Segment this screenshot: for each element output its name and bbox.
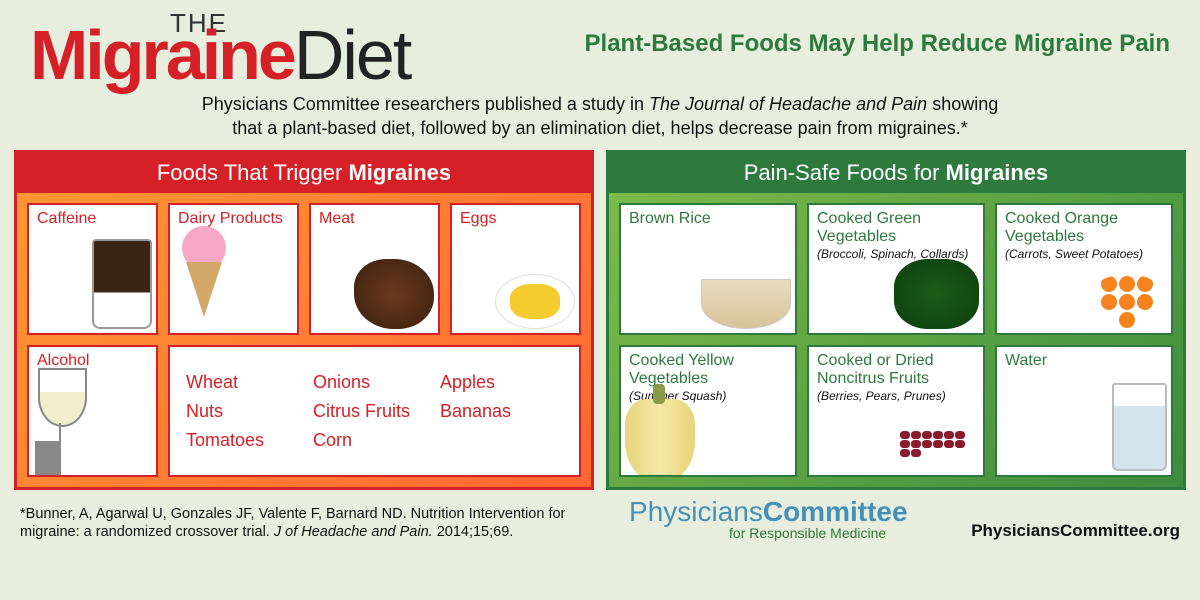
card-water: Water — [995, 345, 1173, 477]
safe-title-pre: Pain-Safe Foods for — [744, 160, 946, 185]
citation-line1: *Bunner, A, Agarwal U, Gonzales JF, Vale… — [20, 506, 565, 522]
label-water: Water — [1005, 352, 1163, 370]
logo-sub: for Responsible Medicine — [729, 525, 886, 541]
card-orange-veg: Cooked Orange Vegetables (Carrots, Sweet… — [995, 203, 1173, 335]
cola-icon — [92, 239, 152, 329]
citation-journal: J of Headache and Pain. — [274, 524, 433, 540]
meat-icon — [354, 259, 434, 329]
logo-committee: Committee — [763, 496, 908, 527]
desc-line2: that a plant-based diet, followed by an … — [232, 118, 967, 138]
url: PhysiciansCommittee.org — [971, 521, 1180, 541]
label-rice: Brown Rice — [629, 210, 787, 228]
card-alcohol: Alcohol — [27, 345, 158, 477]
label-orange-veg: Cooked Orange Vegetables — [1005, 210, 1163, 246]
label-fruits: Cooked or Dried Noncitrus Fruits — [817, 352, 975, 388]
safe-panel: Pain-Safe Foods for Migraines Brown Rice… — [606, 150, 1186, 490]
rice-icon — [701, 279, 791, 329]
water-icon — [1112, 383, 1167, 471]
safe-title-bold: Migraines — [946, 160, 1049, 185]
sub-orange-veg: (Carrots, Sweet Potatoes) — [1005, 248, 1163, 261]
safe-grid: Brown Rice Cooked Green Vegetables (Broc… — [609, 193, 1183, 487]
panels: Foods That Trigger Migraines Caffeine Da… — [0, 150, 1200, 490]
text-item: Nuts — [186, 401, 309, 422]
title-row: THE MigraineDiet Plant-Based Foods May H… — [30, 12, 1170, 86]
text-item — [440, 430, 563, 451]
title-migraine: Migraine — [30, 16, 294, 94]
text-item: Corn — [313, 430, 436, 451]
card-caffeine: Caffeine — [27, 203, 158, 335]
label-caffeine: Caffeine — [37, 210, 148, 228]
card-green-veg: Cooked Green Vegetables (Broccoli, Spina… — [807, 203, 985, 335]
trigger-grid: Caffeine Dairy Products Meat Eggs Alcoho… — [17, 193, 591, 487]
text-item: Onions — [313, 372, 436, 393]
text-item: Apples — [440, 372, 563, 393]
text-triggers-card: Wheat Onions Apples Nuts Citrus Fruits B… — [168, 345, 581, 477]
desc-line1-post: showing — [927, 94, 998, 114]
logo-physicians: Physicians — [629, 496, 763, 527]
sub-fruits: (Berries, Pears, Prunes) — [817, 390, 975, 403]
safe-panel-header: Pain-Safe Foods for Migraines — [609, 153, 1183, 193]
squash-icon — [625, 399, 695, 477]
egg-icon — [495, 274, 575, 329]
description: Physicians Committee researchers publish… — [0, 92, 1200, 151]
desc-line1-pre: Physicians Committee researchers publish… — [202, 94, 649, 114]
trigger-title-bold: Migraines — [348, 160, 451, 185]
card-yellow-veg: Cooked Yellow Vegetables (Summer Squash) — [619, 345, 797, 477]
berries-icon — [894, 416, 979, 471]
text-item: Tomatoes — [186, 430, 309, 451]
desc-journal: The Journal of Headache and Pain — [649, 94, 927, 114]
text-item: Bananas — [440, 401, 563, 422]
card-rice: Brown Rice — [619, 203, 797, 335]
greens-icon — [894, 259, 979, 329]
wine-icon — [33, 368, 88, 463]
title-block: THE MigraineDiet — [30, 12, 410, 86]
carrots-icon — [1087, 274, 1167, 329]
citation-line2-post: 2014;15;69. — [433, 524, 514, 540]
main-title: MigraineDiet — [30, 26, 410, 86]
title-diet: Diet — [294, 16, 410, 94]
header: THE MigraineDiet Plant-Based Foods May H… — [0, 0, 1200, 92]
trigger-panel-header: Foods That Trigger Migraines — [17, 153, 591, 193]
trigger-panel: Foods That Trigger Migraines Caffeine Da… — [14, 150, 594, 490]
card-fruits: Cooked or Dried Noncitrus Fruits (Berrie… — [807, 345, 985, 477]
citation-line2-pre: migraine: a randomized crossover trial. — [20, 524, 274, 540]
card-meat: Meat — [309, 203, 440, 335]
card-eggs: Eggs — [450, 203, 581, 335]
subtitle: Plant-Based Foods May Help Reduce Migrai… — [585, 30, 1170, 58]
logo-main: PhysiciansCommittee — [629, 496, 908, 528]
citation: *Bunner, A, Agarwal U, Gonzales JF, Vale… — [20, 505, 565, 541]
text-item: Citrus Fruits — [313, 401, 436, 422]
icecream-icon — [174, 226, 234, 321]
label-meat: Meat — [319, 210, 430, 228]
text-item: Wheat — [186, 372, 309, 393]
card-dairy: Dairy Products — [168, 203, 299, 335]
label-green-veg: Cooked Green Vegetables — [817, 210, 975, 246]
label-eggs: Eggs — [460, 210, 571, 228]
trigger-title-pre: Foods That Trigger — [157, 160, 349, 185]
footer: *Bunner, A, Agarwal U, Gonzales JF, Vale… — [0, 490, 1200, 549]
label-yellow-veg: Cooked Yellow Vegetables — [629, 352, 787, 388]
logo: PhysiciansCommittee for Responsible Medi… — [629, 496, 908, 541]
